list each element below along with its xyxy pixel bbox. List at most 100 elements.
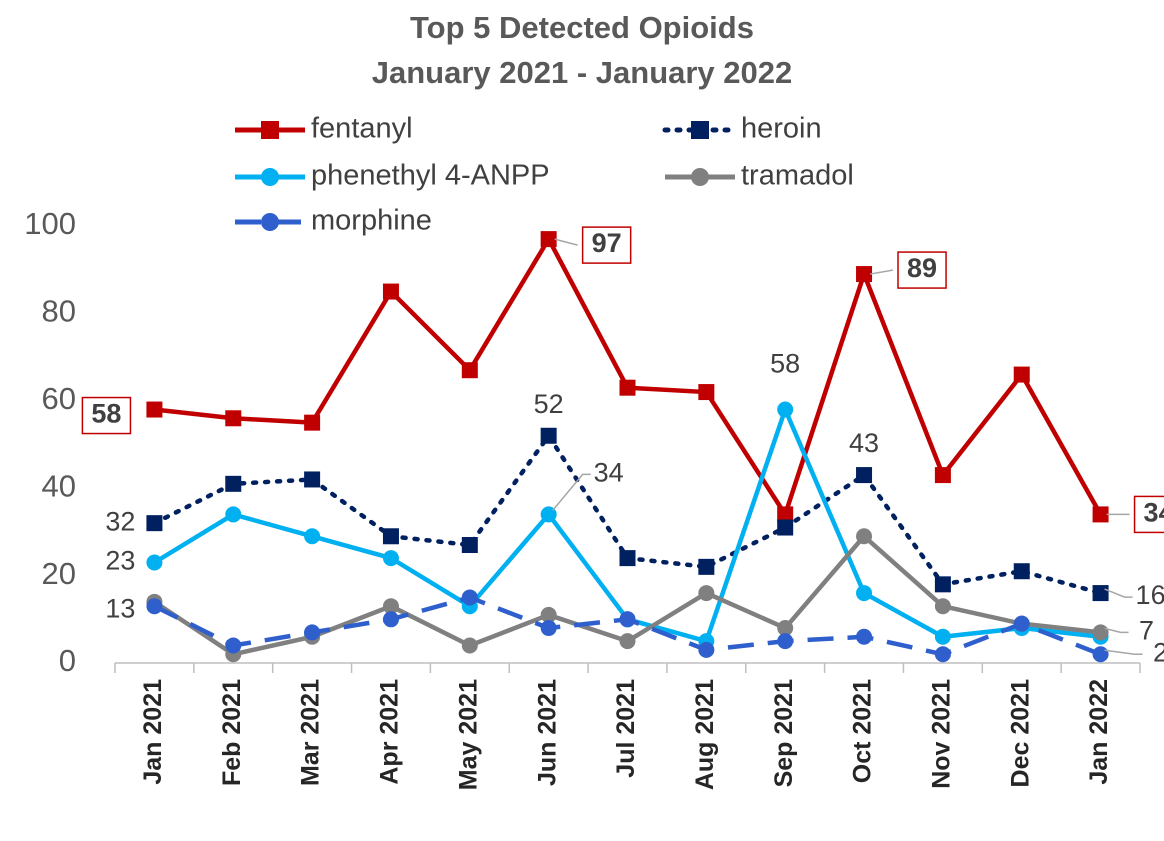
x-tick-label: Aug 2021 [691, 679, 719, 790]
data-point [225, 475, 242, 492]
data-point [225, 637, 242, 654]
x-tick-label: Jul 2021 [612, 679, 640, 778]
y-tick-label: 40 [42, 468, 76, 503]
data-label: 23 [105, 546, 135, 576]
x-tick-label: Feb 2021 [218, 679, 246, 786]
y-tick-label: 0 [59, 643, 76, 678]
data-point [304, 528, 321, 545]
data-point [1013, 615, 1030, 632]
data-point [382, 283, 399, 300]
data-point [146, 401, 163, 418]
data-point [856, 628, 873, 645]
data-point [1013, 366, 1030, 383]
x-tick-label: May 2021 [454, 679, 482, 790]
x-tick-label: Nov 2021 [927, 679, 955, 789]
y-tick-label: 80 [42, 294, 76, 329]
data-point [382, 611, 399, 628]
data-point [698, 585, 715, 602]
data-point [619, 379, 636, 396]
data-point [304, 624, 321, 641]
x-tick-label: Mar 2021 [297, 679, 325, 786]
data-point [619, 550, 636, 567]
data-point [540, 606, 557, 623]
data-point [540, 620, 557, 637]
y-tick-label: 20 [42, 556, 76, 591]
data-label: 34 [1144, 498, 1164, 528]
data-point [1092, 506, 1109, 523]
data-point [777, 633, 794, 650]
data-label: 58 [770, 349, 800, 379]
data-point [382, 550, 399, 567]
series-line [152, 433, 1103, 596]
data-point [777, 620, 794, 637]
data-point [461, 537, 478, 554]
legend-label: morphine [311, 205, 432, 237]
data-label: 58 [91, 399, 121, 429]
data-point [619, 633, 636, 650]
series-line [154, 236, 1103, 517]
data-point [1092, 624, 1109, 641]
data-point [225, 410, 242, 427]
leader-line [1104, 627, 1129, 634]
data-label-box [897, 251, 947, 289]
data-point [856, 585, 873, 602]
x-tick-label: Dec 2021 [1006, 679, 1034, 788]
data-point [304, 471, 321, 488]
data-point [1092, 646, 1109, 663]
data-point [1092, 585, 1109, 602]
data-label: 13 [105, 593, 135, 623]
data-point [540, 427, 557, 444]
x-tick-label: Sep 2021 [770, 679, 798, 788]
data-label: 16 [1136, 580, 1164, 610]
leader-line [554, 238, 578, 246]
leader-line [1104, 649, 1143, 656]
data-point [461, 589, 478, 606]
data-label: 7 [1139, 616, 1154, 646]
x-tick-label: Oct 2021 [849, 679, 877, 783]
data-point [146, 598, 163, 615]
data-point [225, 506, 242, 523]
x-tick-label: Jan 2022 [1085, 679, 1113, 785]
leader-line [552, 473, 591, 511]
legend-marker [691, 121, 709, 139]
legend-marker [261, 213, 279, 231]
data-point [934, 467, 951, 484]
legend-label: tramadol [741, 160, 854, 192]
leader-line [1104, 588, 1133, 598]
leader-line [869, 269, 894, 275]
data-point [304, 414, 321, 431]
data-label-box [81, 396, 132, 435]
data-point [461, 637, 478, 654]
data-label-box [581, 226, 632, 264]
data-point [856, 266, 873, 283]
data-point [934, 628, 951, 645]
data-label: 2 [1153, 637, 1164, 667]
chart-subtitle: January 2021 - January 2022 [372, 55, 793, 90]
data-label: 52 [534, 389, 564, 419]
x-tick-label: Jun 2021 [533, 679, 561, 786]
legend-label: fentanyl [311, 113, 413, 145]
chart-title: Top 5 Detected Opioids [410, 10, 754, 45]
data-point [777, 506, 794, 523]
data-point [698, 558, 715, 575]
data-point [540, 231, 557, 248]
data-point [1013, 563, 1030, 580]
data-label: 43 [849, 428, 879, 458]
data-point [461, 362, 478, 379]
y-tick-label: 100 [24, 206, 76, 241]
legend-label: heroin [741, 113, 822, 145]
data-point [934, 598, 951, 615]
series-line [153, 407, 1101, 644]
x-tick-label: Apr 2021 [376, 679, 404, 785]
legend-marker [261, 168, 279, 186]
legend-marker [691, 168, 709, 186]
data-point [777, 401, 794, 418]
data-point [856, 528, 873, 545]
data-label-box [1133, 495, 1164, 534]
data-point [698, 384, 715, 401]
data-point [934, 576, 951, 593]
legend-marker [261, 121, 279, 139]
data-point [619, 611, 636, 628]
data-label: 97 [592, 228, 622, 258]
